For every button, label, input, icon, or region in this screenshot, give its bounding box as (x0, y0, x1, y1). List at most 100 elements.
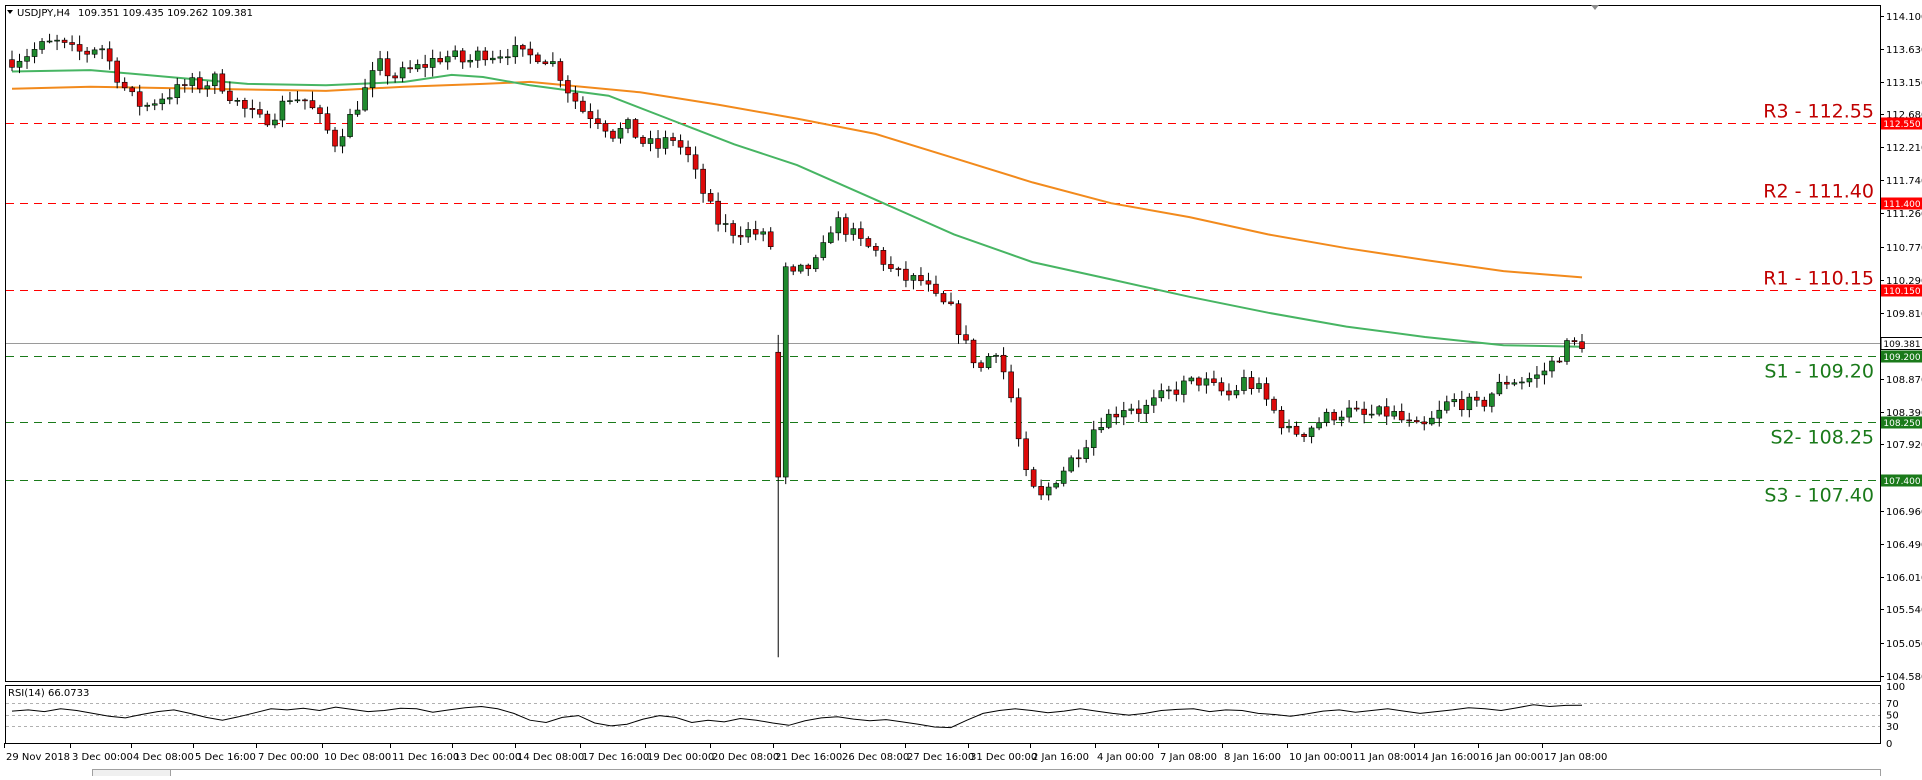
candle-body (745, 229, 751, 238)
candle-body (474, 50, 481, 61)
candle-body (309, 100, 316, 109)
rsi-label: RSI(14) 66.0733 (8, 688, 89, 699)
x-tick-label-5: 10 Dec 08:00 (324, 752, 391, 763)
candle-body (317, 107, 323, 115)
x-tick-label-2: 4 Dec 08:00 (133, 752, 194, 763)
candle-body (16, 60, 23, 68)
y-tick-label-13: 107.920 (1886, 440, 1922, 451)
candle-body (685, 146, 691, 156)
candle-body (1541, 370, 1548, 376)
x-tick-label-23: 16 Jan 00:00 (1480, 752, 1543, 763)
level-tag-1: 111.400 (1883, 200, 1920, 210)
candle-body (257, 109, 263, 115)
x-tick-label-4: 7 Dec 00:00 (258, 752, 319, 763)
candle-body (557, 61, 564, 81)
candle-body (1406, 419, 1413, 422)
candle-body (760, 231, 766, 235)
candle-body (700, 168, 706, 194)
candle-body (1105, 413, 1112, 428)
candle-body (504, 56, 511, 59)
candle-body (384, 58, 391, 77)
candle-body (249, 108, 256, 110)
candle-body (1496, 381, 1503, 395)
candle-body (1383, 406, 1390, 417)
y-tick-label-19: 105.050 (1886, 639, 1922, 650)
candle-body (1226, 390, 1232, 396)
candle-body (1459, 399, 1465, 411)
candle-body (767, 231, 774, 247)
candle-body (1233, 390, 1240, 396)
candle-body (1556, 360, 1563, 363)
x-tick-label-10: 19 Dec 00:00 (647, 752, 714, 763)
candle-body (1030, 469, 1037, 487)
candle-body (812, 257, 819, 270)
candle-body (677, 140, 684, 148)
candle-body (565, 80, 571, 94)
level-tag-5: 107.400 (1883, 477, 1920, 487)
candle-body (1511, 382, 1518, 385)
candle-body (437, 58, 443, 63)
candle-body (219, 73, 226, 92)
candle-body (1158, 390, 1165, 399)
candle-body (850, 228, 857, 235)
candle-body (272, 119, 278, 126)
candle-body (294, 99, 301, 102)
candle-body (1203, 378, 1210, 386)
candle-body (444, 56, 451, 63)
price-axis: 114.100 113.630 113.150 112.680 112.210 111.7… (1880, 12, 1922, 683)
level-lines: R3 - 112.55 R2 - 111.40 R1 - 110.15 S1 - 10… (6, 101, 1880, 507)
candle-body (1256, 383, 1262, 389)
shift-marker-icon (1591, 5, 1599, 10)
candle-body (1068, 457, 1074, 472)
candle-body (1053, 483, 1059, 488)
level-label-5: S3 - 107.40 (1764, 485, 1874, 507)
candle-body (617, 128, 624, 139)
x-tick-label-1: 3 Dec 00:00 (72, 752, 133, 763)
x-tick-label-0: 29 Nov 2018 (6, 752, 70, 763)
x-tick-label-8: 14 Dec 08:00 (517, 752, 584, 763)
y-tick-label-11: 108.870 (1886, 375, 1922, 386)
candle-body (970, 339, 977, 364)
candle-body (632, 119, 639, 138)
x-tick-label-3: 5 Dec 16:00 (195, 752, 256, 763)
candle-body (1579, 341, 1585, 349)
candle-body (429, 58, 436, 68)
candle-body (670, 137, 676, 141)
level-tag-0: 112.550 (1883, 120, 1920, 130)
candle-body (61, 39, 68, 43)
candle-body (399, 67, 406, 79)
candle-body (1278, 409, 1285, 429)
candle-body (722, 223, 729, 225)
level-tag-bg-4 (1881, 416, 1922, 429)
candle-body (129, 87, 135, 93)
candle-body (1135, 408, 1142, 414)
y-tick-label-17: 106.010 (1886, 573, 1922, 584)
candle-body (84, 50, 90, 55)
candle-body (737, 235, 744, 238)
candle-body (114, 60, 120, 83)
x-tick-label-20: 10 Jan 00:00 (1289, 752, 1352, 763)
x-tick-label-19: 8 Jan 16:00 (1224, 752, 1281, 763)
candle-body (933, 283, 939, 294)
level-tag-bg-1 (1881, 197, 1922, 210)
candle-body (1120, 410, 1127, 418)
candlesticks (9, 33, 1585, 658)
candle-body (1361, 408, 1367, 415)
candle-body (1090, 429, 1097, 448)
candle-body (174, 84, 181, 99)
candle-body (354, 109, 361, 115)
candle-body (362, 87, 368, 111)
x-tick-label-21: 11 Jan 08:00 (1353, 752, 1416, 763)
candle-body (1451, 399, 1458, 403)
candle-body (918, 275, 924, 282)
candle-body (963, 334, 969, 341)
candle-body (1308, 427, 1315, 437)
candle-body (91, 49, 98, 55)
collapse-arrow-icon[interactable] (7, 10, 13, 14)
candle-body (978, 362, 984, 368)
candle-body (1443, 401, 1450, 411)
candle-body (1534, 374, 1540, 379)
candle-body (520, 45, 526, 50)
